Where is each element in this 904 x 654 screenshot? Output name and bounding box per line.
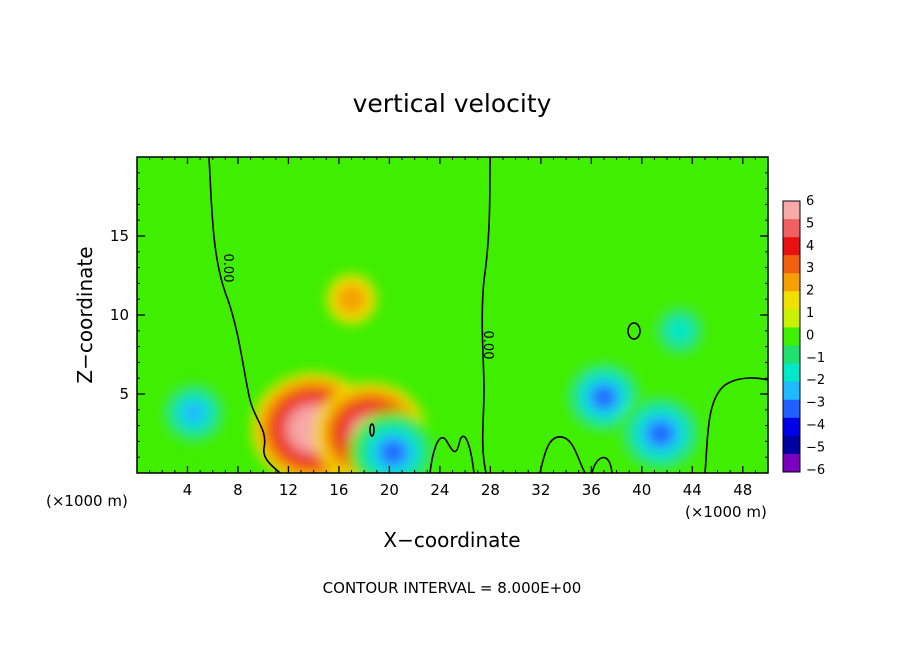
colorbar-swatch	[783, 219, 800, 238]
zero-contour-base	[429, 435, 475, 473]
colorbar-label: 2	[806, 284, 814, 299]
x-tick-label: 36	[582, 481, 601, 499]
colorbar-swatch	[783, 237, 800, 256]
zero-contour-left	[208, 157, 281, 473]
x-axis-label: X−coordinate	[383, 528, 520, 552]
velocity-blob	[648, 422, 673, 445]
y-axis-label: Z−coordinate	[73, 246, 97, 383]
x-tick-label: 40	[632, 481, 651, 499]
x-tick-label: 48	[733, 481, 752, 499]
x-tick-label: 20	[380, 481, 399, 499]
zero-contour-core	[369, 423, 375, 437]
colorbar-label: −4	[806, 418, 825, 433]
colorbar-swatch	[783, 399, 800, 419]
x-tick-label: 32	[531, 481, 550, 499]
colorbar-swatch	[783, 255, 800, 274]
colorbar-label: 1	[806, 306, 814, 321]
zero-contour-right-base	[539, 436, 613, 473]
y-tick-label: 15	[110, 227, 129, 245]
colorbar-frame	[782, 200, 801, 473]
colorbar-label: −1	[806, 351, 825, 366]
velocity-blob	[336, 284, 367, 315]
colorbar-label: 4	[806, 239, 814, 254]
x-tick-label: 8	[233, 481, 243, 499]
x-tick-label: 12	[279, 481, 298, 499]
zero-contour-right-upper	[704, 377, 768, 473]
colorbar-label: 5	[806, 216, 814, 231]
y-axis: 5 10 15	[110, 172, 768, 458]
contour-interval-note: CONTOUR INTERVAL = 8.000E+00	[323, 579, 582, 597]
contour-labels: 0.00 0.00	[220, 254, 495, 360]
colorbar-swatch	[783, 273, 800, 292]
y-tick-label: 5	[119, 385, 129, 403]
velocity-blob	[667, 318, 693, 343]
colorbar-label: 0	[806, 328, 814, 343]
colorbar-swatch	[783, 291, 800, 310]
x-tick-label: 28	[481, 481, 500, 499]
colorbar-swatch	[783, 417, 800, 437]
y-tick-label: 10	[110, 306, 129, 324]
chart-title: vertical velocity	[353, 89, 552, 118]
x-unit-left: (×1000 m)	[46, 492, 128, 510]
x-tick-label: 16	[329, 481, 348, 499]
contour-label: 0.00	[480, 331, 495, 360]
x-tick-label: 4	[183, 481, 193, 499]
colorbar-label: −5	[806, 440, 825, 455]
colorbar: 6 5 4 3 2 1 0 −1 −2 −3 −4 −5 −6	[782, 194, 825, 478]
colorbar-swatch	[783, 201, 800, 220]
x-axis: 4 8 12 16 20 24 28 32 36 40 44 48	[149, 157, 756, 499]
colorbar-label: 3	[806, 261, 814, 276]
x-unit-right: (×1000 m)	[685, 503, 767, 521]
colorbar-swatch	[783, 435, 800, 455]
colorbar-label: −6	[806, 463, 825, 478]
colorbar-swatch	[783, 345, 800, 364]
velocity-blob	[381, 441, 406, 464]
x-tick-label: 44	[683, 481, 702, 499]
colorbar-swatch	[783, 363, 800, 382]
plot-area: 0.00 0.00	[137, 157, 768, 473]
velocity-blob	[592, 386, 616, 408]
colorbar-swatch	[783, 309, 800, 328]
contour-label: 0.00	[220, 254, 235, 283]
x-tick-label: 24	[430, 481, 449, 499]
zero-contours	[208, 157, 768, 473]
colorbar-label: −2	[806, 373, 825, 388]
colorbar-label: 6	[806, 194, 814, 209]
colorbar-swatch	[783, 327, 800, 346]
colorbar-label: −3	[806, 396, 825, 411]
zero-contour-middle	[481, 157, 491, 473]
zero-contour-island	[627, 322, 641, 340]
velocity-blob	[182, 401, 206, 425]
colorbar-swatch	[783, 453, 800, 473]
colorbar-swatch	[783, 381, 800, 401]
